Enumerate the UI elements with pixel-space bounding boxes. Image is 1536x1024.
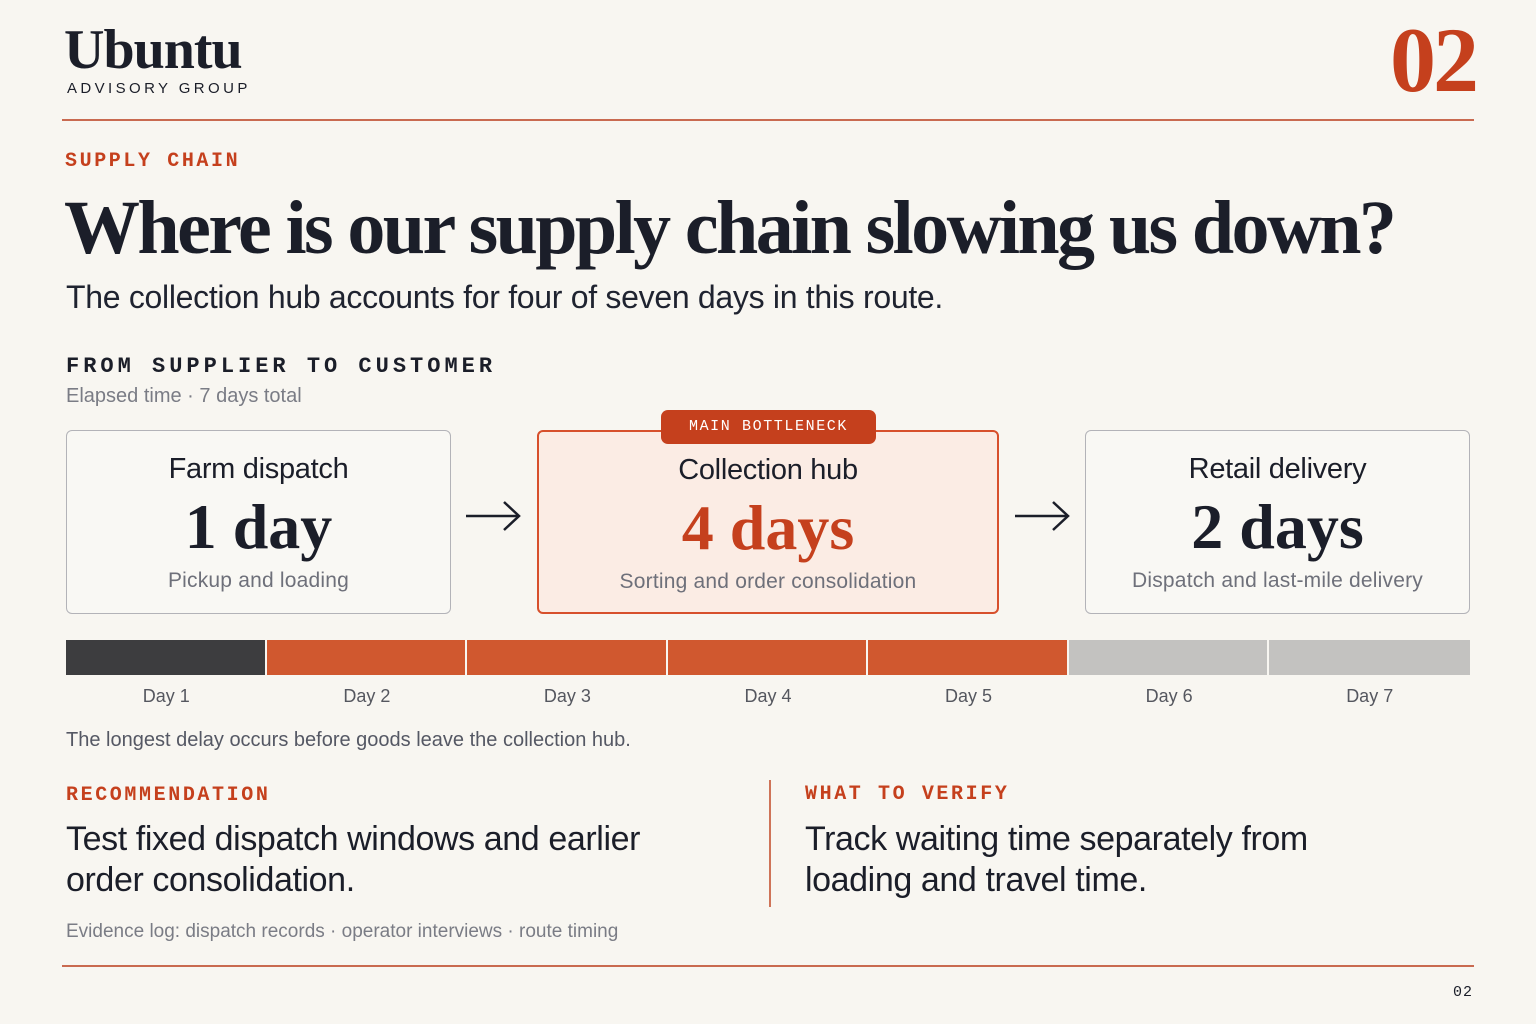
- route-label: FROM SUPPLIER TO CUSTOMER: [66, 354, 497, 379]
- subheadline: The collection hub accounts for four of …: [66, 279, 944, 315]
- stage-description: Sorting and order consolidation: [619, 570, 917, 593]
- stage-description: Dispatch and last-mile delivery: [1132, 569, 1423, 592]
- stage-card-retail-delivery: Retail delivery 2 days Dispatch and last…: [1085, 430, 1470, 614]
- timeline-segment: [66, 640, 265, 675]
- timeline-note: The longest delay occurs before goods le…: [66, 729, 631, 751]
- arrow-right-icon: [1015, 501, 1070, 531]
- verify-label: WHAT TO VERIFY: [805, 783, 1010, 806]
- brand-name: Ubuntu: [64, 19, 243, 81]
- recommendation-line: order consolidation.: [66, 861, 355, 899]
- day-label: Day 5: [945, 686, 993, 706]
- day-label: Day 4: [744, 686, 792, 706]
- timeline-segment: [467, 640, 666, 675]
- recommendation-text: Test fixed dispatch windows and earlier …: [66, 819, 640, 901]
- stage-card-collection-hub: Collection hub 4 days Sorting and order …: [537, 430, 999, 614]
- verify-line: Track waiting time separately from: [805, 820, 1308, 858]
- stage-description: Pickup and loading: [167, 569, 350, 592]
- header-divider: [62, 119, 1474, 121]
- timeline-segment: [868, 640, 1067, 675]
- brand-subtitle: ADVISORY GROUP: [67, 80, 251, 97]
- stage-duration: 4 days: [681, 492, 855, 563]
- recommendation-label: RECOMMENDATION: [66, 784, 271, 807]
- timeline-segment: [266, 640, 466, 675]
- day-label: Day 6: [1145, 686, 1193, 706]
- page-title: Where is our supply chain slowing us dow…: [64, 186, 1397, 270]
- day-label: Day 3: [543, 686, 591, 706]
- footer-page-number: 02: [1452, 984, 1473, 1001]
- stage-card-farm-dispatch: Farm dispatch 1 day Pickup and loading: [66, 430, 451, 614]
- route-sublabel: Elapsed time · 7 days total: [66, 385, 302, 407]
- stage-duration: 1 day: [184, 491, 333, 562]
- stage-title: Collection hub: [678, 454, 858, 486]
- timeline-segment: [1068, 640, 1268, 675]
- timeline-segment: [1269, 640, 1470, 675]
- stage-title: Retail delivery: [1188, 453, 1367, 485]
- timeline-segment: [667, 640, 867, 675]
- stage-duration: 2 days: [1191, 491, 1364, 562]
- arrow-right-icon: [466, 501, 521, 531]
- evidence-log: Evidence log: dispatch records · operato…: [66, 921, 619, 942]
- verify-line: loading and travel time.: [805, 861, 1147, 899]
- recommendation-line: Test fixed dispatch windows and earlier: [66, 820, 641, 858]
- day-label: Day 7: [1346, 686, 1394, 706]
- kicker: SUPPLY CHAIN: [65, 150, 241, 173]
- column-divider: [769, 780, 771, 907]
- bottleneck-badge: MAIN BOTTLENECK: [661, 410, 876, 444]
- footer-divider: [62, 965, 1474, 967]
- stage-title: Farm dispatch: [168, 453, 349, 485]
- page-number: 02: [1390, 9, 1479, 111]
- verify-text: Track waiting time separately from loadi…: [805, 819, 1308, 901]
- day-label: Day 2: [343, 686, 391, 706]
- day-label: Day 1: [142, 686, 190, 706]
